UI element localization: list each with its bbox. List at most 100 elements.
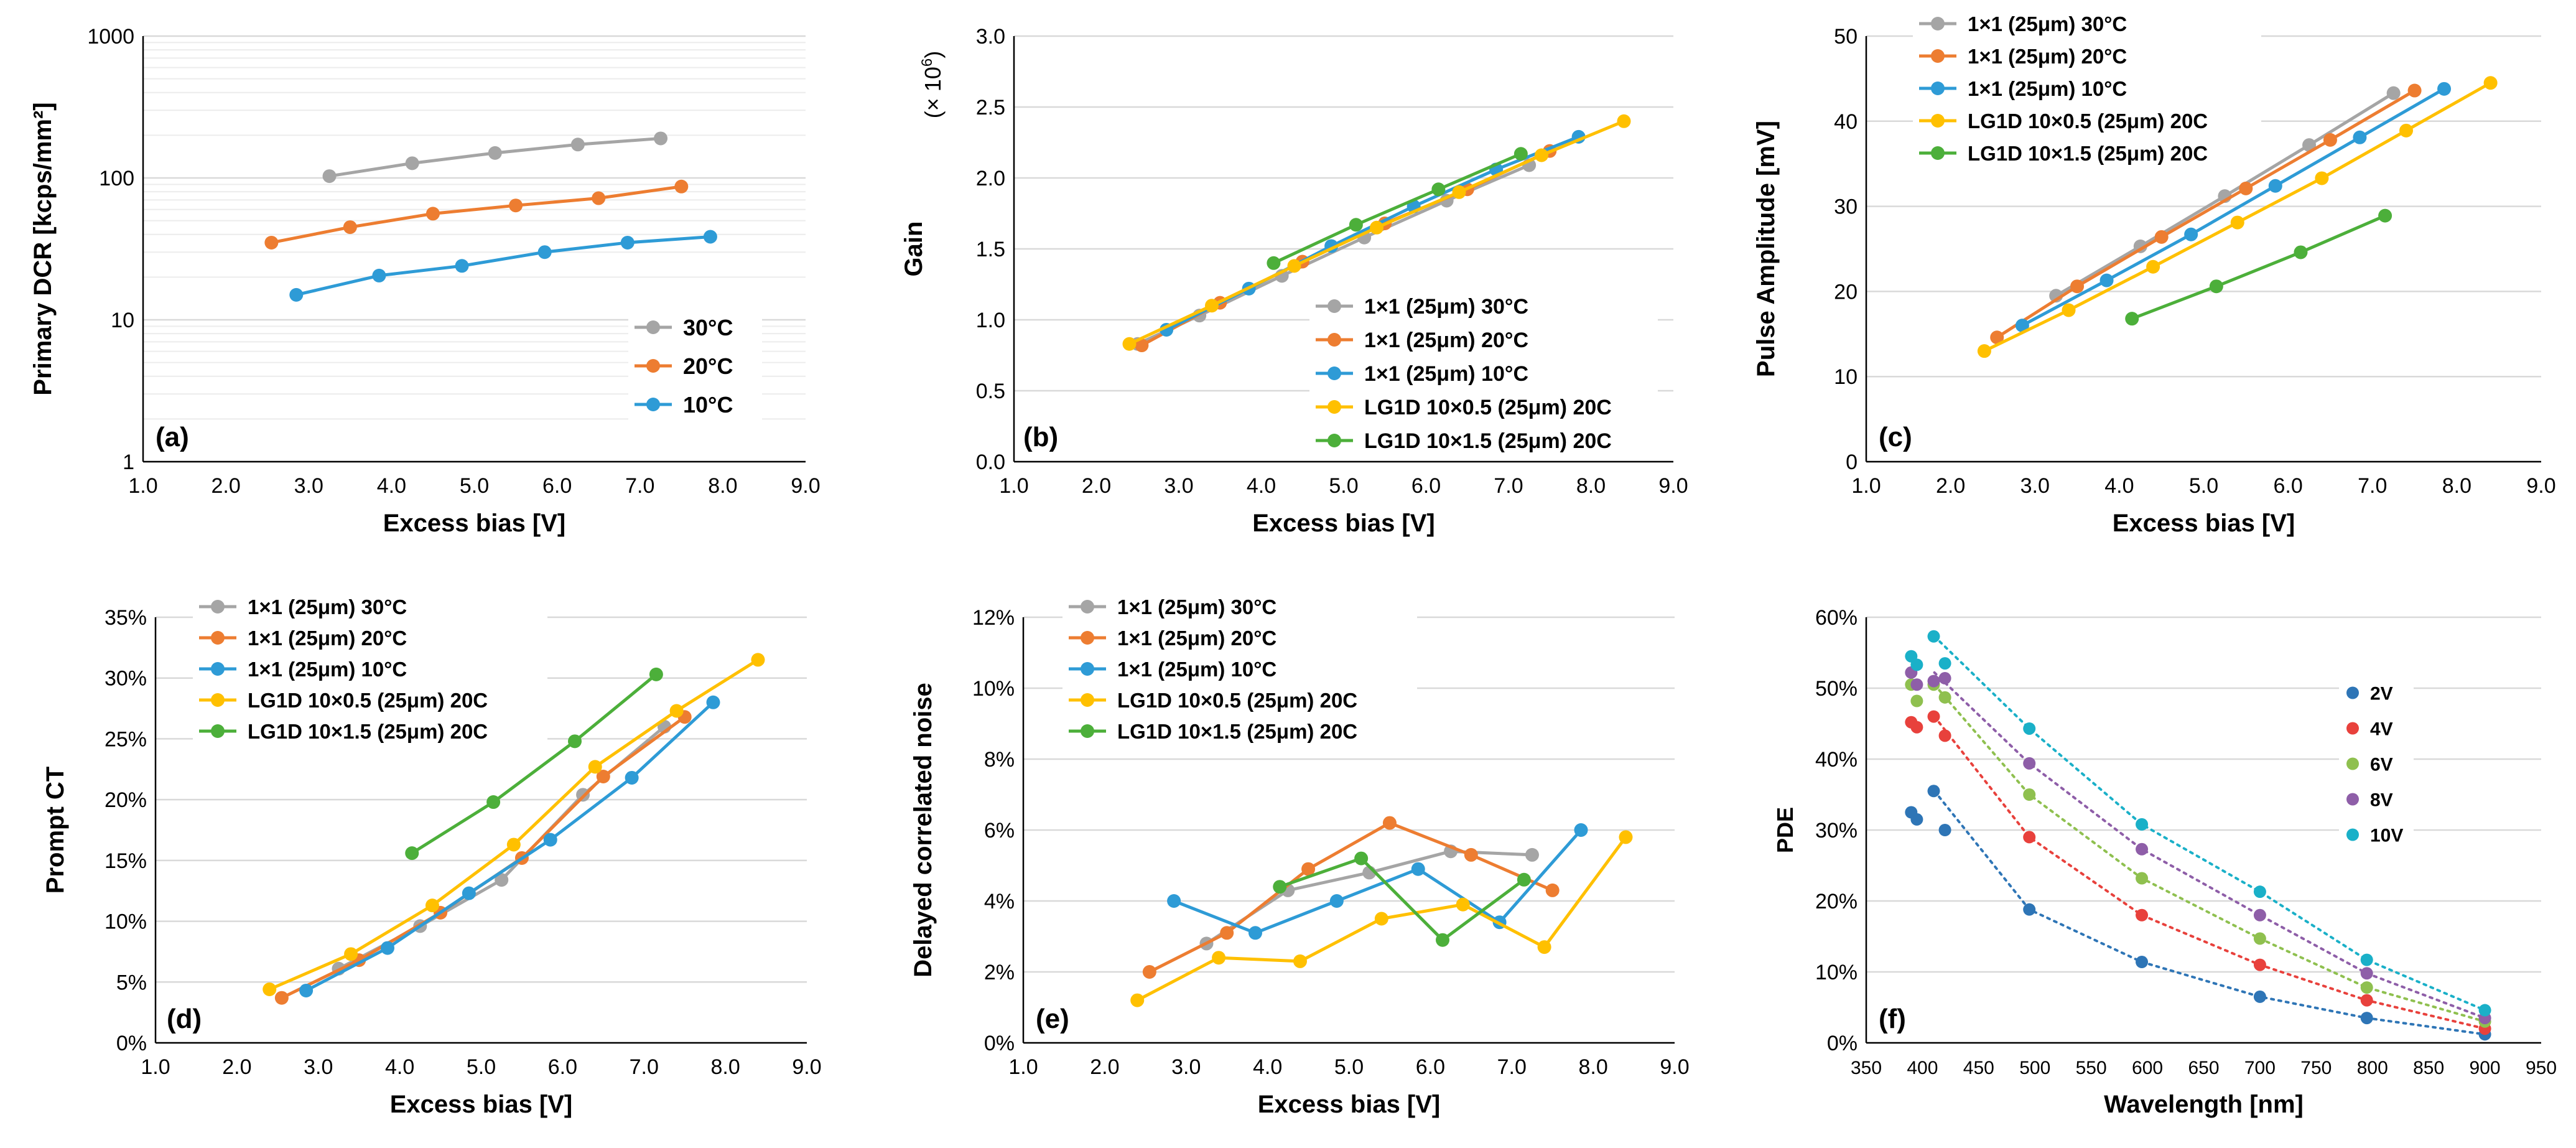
x-tick-label: 7.0 [625,474,654,498]
y-tick-label: 2.0 [976,167,1005,190]
y-tick-label: 30% [105,667,147,691]
data-point-d-2 [299,983,314,997]
y-tick-label: 10% [105,910,147,934]
x-tick-label: 550 [2076,1058,2107,1078]
data-point-a-2 [620,235,635,250]
data-point-b-3 [1617,114,1631,128]
series-line-d-4 [411,673,658,855]
legend-background [193,585,547,747]
data-point-c-3 [2230,215,2244,230]
data-point-f-2 [2360,981,2373,994]
data-point-a-1 [425,207,440,221]
y-tick-label: 20 [1834,280,1858,304]
y-tick-label: 4% [984,890,1015,913]
y-tick-label: 1000 [87,25,134,49]
legend-label: LG1D 10×0.5 (25μm) 20C [248,689,488,712]
x-tick-label: 2.0 [211,474,240,498]
data-point-d-2 [543,833,557,847]
legend-swatch-marker [2346,686,2359,699]
data-point-e-2 [1411,862,1425,876]
y-tick-label: 50 [1834,25,1858,49]
data-point-a-0 [322,169,337,184]
x-tick-label: 1.0 [141,1055,170,1079]
x-tick-label: 7.0 [2358,474,2387,498]
x-tick-label: 3.0 [1171,1055,1201,1079]
legend-label: 20°C [683,353,733,379]
trendline-2V [1933,790,2486,1036]
legend-swatch-marker [211,631,225,645]
x-tick-label: 9.0 [791,474,820,498]
data-point-f-0 [1910,813,1923,826]
legend-label: LG1D 10×0.5 (25μm) 20C [1117,689,1357,712]
x-tick-label: 950 [2526,1058,2557,1078]
y-tick-label: 50% [1815,677,1858,701]
y-tick-label: 2% [984,961,1015,984]
data-point-f-3 [2253,908,2266,922]
x-tick-label: 7.0 [1497,1055,1527,1079]
legend-swatch-marker [1081,693,1094,707]
series-line-d-2 [305,701,715,992]
legend-label: 1×1 (25μm) 20°C [1117,627,1276,650]
legend-label: LG1D 10×1.5 (25μm) 20C [1364,429,1612,453]
legend-swatch-marker [646,359,660,373]
data-point-d-2 [462,886,476,900]
panel-label-a: (a) [156,422,189,452]
legend-label: LG1D 10×0.5 (25μm) 20C [1968,110,2208,133]
data-point-d-2 [380,941,394,955]
x-tick-label: 2.0 [1090,1055,1119,1079]
data-point-b-4 [1431,182,1446,197]
legend-c: 1×1 (25μm) 30°C 1×1 (25μm) 20°C 1×1 (25μm)… [1913,1,2261,169]
data-point-f-3 [1910,678,1923,691]
x-tick-label: 5.0 [467,1055,496,1079]
series-line-e-4 [1279,857,1525,942]
legend-swatch-marker [1931,146,1945,160]
legend-label: 1×1 (25μm) 20°C [1364,329,1528,352]
legend-swatch-marker [1328,299,1341,313]
x-tick-label: 750 [2300,1058,2332,1078]
legend-label: 10°C [683,392,733,418]
legend-label: LG1D 10×0.5 (25μm) 20C [1364,396,1612,419]
y-axis-label: Primary DCR [kcps/mm²] [29,102,57,395]
data-point-d-3 [669,704,684,718]
x-tick-label: 6.0 [548,1055,577,1079]
legend-label: LG1D 10×1.5 (25μm) 20C [1968,142,2208,165]
legend-label: 30°C [683,315,733,340]
data-point-b-3 [1370,220,1383,235]
panel-label-c: (c) [1879,422,1912,452]
data-point-a-1 [674,179,689,194]
data-point-c-4 [2125,312,2139,326]
data-point-e-3 [1212,951,1226,965]
y-tick-label: 60% [1815,606,1858,630]
x-tick-label: 1.0 [999,474,1028,498]
data-point-f-1 [1927,710,1940,723]
data-point-c-3 [2399,123,2413,138]
data-point-c-4 [2209,279,2223,294]
x-tick-label: 8.0 [1576,474,1606,498]
series-line-e-1 [1148,821,1553,974]
legend-label: 1×1 (25μm) 30°C [1968,12,2127,35]
x-tick-label: 8.0 [2442,474,2471,498]
x-tick-label: 3.0 [294,474,323,498]
y-tick-label: 0% [116,1032,147,1055]
data-point-e-1 [1464,847,1478,862]
legend-swatch-marker [211,693,225,707]
x-axis-label: Excess bias [V] [383,510,566,537]
x-tick-label: 4.0 [1247,474,1276,498]
x-tick-label: 400 [1907,1058,1938,1078]
x-tick-label: 700 [2244,1058,2276,1078]
data-point-f-2 [2023,788,2036,801]
data-point-a-2 [537,245,552,259]
legend-label: 1×1 (25μm) 20°C [248,627,407,650]
data-point-c-3 [1977,344,1991,358]
data-point-b-3 [1452,185,1466,199]
x-tick-label: 800 [2357,1058,2388,1078]
chart-panel-f: 0% 10% 20% 30% 40% 50% 60% 350 400 450 500 550 600 65… [1772,606,2557,1118]
legend-e: 1×1 (25μm) 30°C 1×1 (25μm) 20°C 1×1 (25μm)… [1062,585,1417,747]
data-point-d-3 [751,653,765,667]
data-point-e-2 [1574,823,1588,837]
data-point-a-0 [488,146,502,160]
legend-label: 1×1 (25μm) 30°C [1364,295,1528,319]
data-point-f-1 [2253,958,2266,971]
legend-label: 1×1 (25μm) 10°C [248,658,407,681]
